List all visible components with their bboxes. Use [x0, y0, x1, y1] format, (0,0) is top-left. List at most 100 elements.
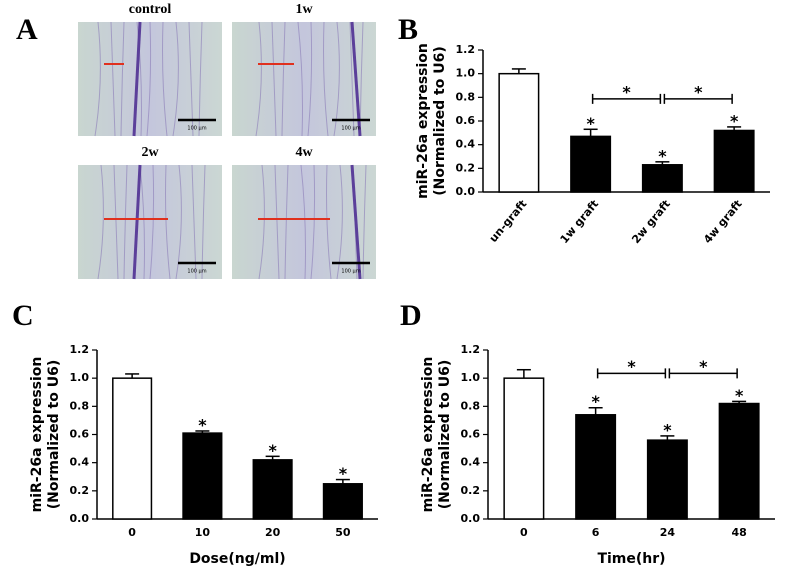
- tissue-fiber: [284, 164, 289, 280]
- scale-bar-label: 100 μm: [187, 269, 206, 275]
- significance-bracket: [668, 368, 738, 379]
- bar: [575, 414, 617, 520]
- bar-label: *: [586, 114, 595, 133]
- tissue-fiber: [326, 164, 332, 280]
- x-tick-label: 2w graft: [629, 198, 673, 247]
- tissue-edge: [350, 164, 362, 280]
- y-axis-label: (Normalized to U6): [437, 360, 453, 510]
- tissue-fiber: [323, 21, 329, 137]
- bar: [641, 164, 683, 193]
- x-tick-label: 6: [592, 526, 600, 539]
- tissue-fiber: [123, 164, 128, 280]
- panel-letter: B: [398, 13, 418, 46]
- tissue-fiber: [175, 164, 182, 280]
- bar-label: *: [591, 392, 600, 411]
- tissue-fiber: [310, 164, 316, 280]
- y-tick-label: 0.2: [461, 484, 481, 497]
- panel-letter: C: [12, 299, 34, 332]
- tissue-fiber: [97, 164, 104, 280]
- tissue-fiber: [139, 164, 145, 280]
- tissue-fiber: [281, 21, 286, 137]
- scale-bar-label: 100 μm: [341, 126, 360, 132]
- y-tick-label: 1.2: [456, 43, 476, 56]
- bar: [570, 135, 612, 193]
- tissue-fiber: [274, 164, 280, 280]
- bar: [713, 129, 755, 193]
- bar: [718, 402, 760, 520]
- y-axis-label: miR-26a expression: [29, 357, 45, 513]
- tissue-fiber: [113, 164, 119, 280]
- micrograph-label: 1w: [295, 2, 313, 17]
- x-tick-label: 0: [128, 526, 136, 539]
- bar: [503, 377, 545, 520]
- y-tick-label: 0.6: [461, 428, 481, 441]
- y-tick-label: 0.6: [456, 114, 476, 127]
- y-axis-label: (Normalized to U6): [46, 360, 62, 510]
- significance-bracket: [591, 93, 662, 104]
- y-tick-label: 0.8: [461, 399, 481, 412]
- y-tick-label: 1.2: [461, 343, 481, 356]
- bar-label: *: [663, 420, 672, 439]
- y-tick-label: 0.0: [456, 185, 476, 198]
- x-tick-label: 10: [195, 526, 211, 539]
- panel-letter: A: [16, 13, 38, 46]
- y-tick-label: 1.0: [456, 67, 476, 80]
- tissue-fiber: [333, 21, 340, 137]
- y-tick-label: 0.4: [456, 138, 476, 151]
- y-axis-label: (Normalized to U6): [432, 46, 448, 196]
- scale-bar-label: 100 μm: [187, 126, 206, 132]
- tissue-fiber: [146, 21, 152, 137]
- tissue-fiber: [349, 21, 355, 137]
- micrograph: [78, 165, 222, 279]
- tissue-fiber: [307, 21, 313, 137]
- bar-label: *: [339, 464, 348, 483]
- significance-label: *: [694, 82, 703, 101]
- y-axis-label: miR-26a expression: [420, 357, 436, 513]
- tissue-fiber: [110, 21, 116, 137]
- y-tick-label: 0.8: [70, 399, 90, 412]
- tissue-fiber: [162, 21, 168, 137]
- x-tick-label: 24: [660, 526, 676, 539]
- bar-label: *: [658, 146, 667, 165]
- bar: [646, 439, 688, 520]
- x-tick-label: 50: [335, 526, 351, 539]
- x-tick-label: un-graft: [487, 198, 530, 245]
- significance-bracket: [596, 368, 667, 379]
- significance-label: *: [699, 357, 708, 376]
- y-tick-label: 0.2: [70, 484, 90, 497]
- significance-label: *: [622, 82, 631, 101]
- tissue-edge: [132, 164, 142, 280]
- micrograph-label: control: [129, 2, 172, 17]
- tissue-fiber: [120, 21, 125, 137]
- y-tick-label: 1.0: [70, 371, 90, 384]
- bar: [322, 483, 363, 520]
- x-tick-label: 0: [520, 526, 528, 539]
- micrograph-label: 2w: [141, 145, 159, 160]
- y-tick-label: 0.2: [456, 161, 476, 174]
- bar-label: *: [730, 111, 739, 130]
- bar-label: *: [198, 415, 207, 434]
- tissue-fiber: [165, 164, 171, 280]
- y-tick-label: 0.0: [461, 512, 481, 525]
- tissue-fiber: [201, 164, 206, 280]
- y-tick-label: 1.0: [461, 371, 481, 384]
- x-tick-label: 48: [731, 526, 746, 539]
- x-tick-label: 1w graft: [558, 198, 602, 247]
- scale-bar-label: 100 μm: [341, 269, 360, 275]
- panel-letter: D: [400, 299, 422, 332]
- x-axis-label: Time(hr): [597, 551, 665, 567]
- significance-label: *: [627, 357, 636, 376]
- y-tick-label: 0.4: [70, 456, 90, 469]
- bar: [252, 459, 293, 520]
- tissue-fiber: [300, 164, 306, 280]
- x-tick-label: 4w graft: [701, 198, 745, 247]
- tissue-fiber: [258, 164, 265, 280]
- tissue-fiber: [191, 164, 197, 280]
- x-axis-label: Dose(ng/ml): [189, 551, 285, 567]
- tissue-fiber: [172, 21, 179, 137]
- tissue-fiber: [188, 21, 194, 137]
- bar-label: *: [268, 441, 277, 460]
- significance-bracket: [663, 93, 733, 104]
